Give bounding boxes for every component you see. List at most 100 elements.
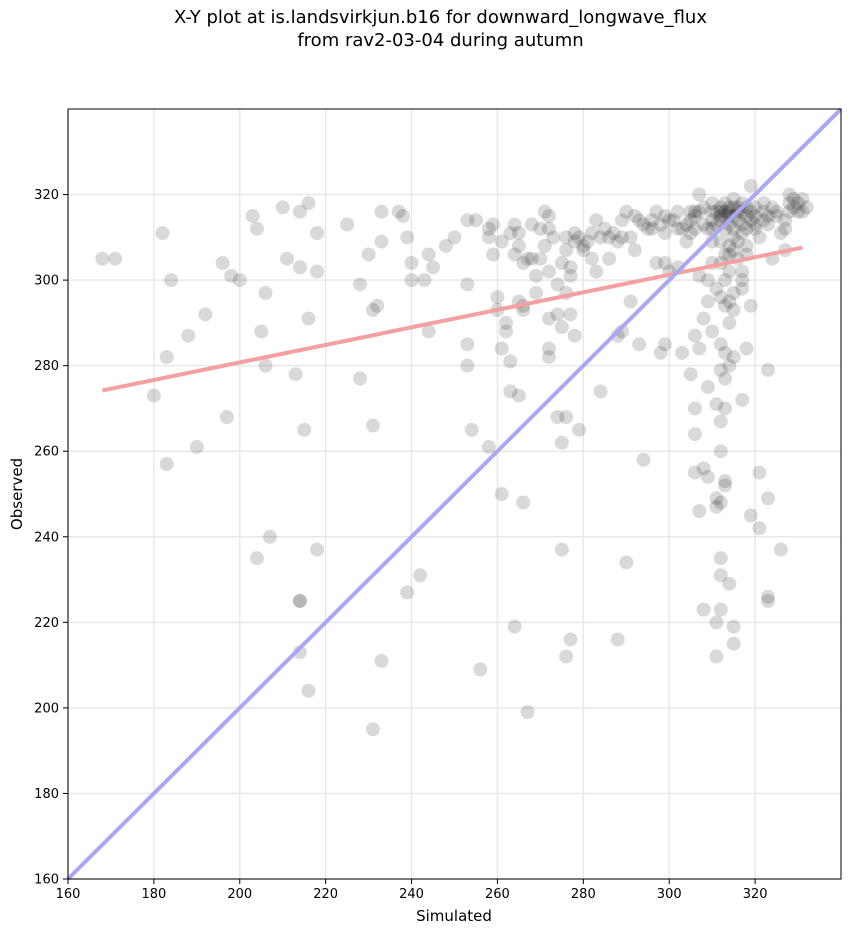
data-point <box>705 196 720 211</box>
x-tick-label: 200 <box>227 887 252 902</box>
data-point <box>692 204 707 219</box>
data-point <box>559 649 574 664</box>
data-point <box>529 285 544 300</box>
data-point <box>696 602 711 617</box>
data-point <box>507 247 522 262</box>
data-point <box>554 435 569 450</box>
data-point <box>657 256 672 270</box>
data-point <box>713 290 728 305</box>
data-point <box>95 251 110 266</box>
data-point <box>249 551 264 566</box>
data-point <box>198 307 213 322</box>
data-point <box>374 653 389 668</box>
data-point <box>421 247 436 262</box>
data-point <box>576 238 591 253</box>
data-point <box>262 529 277 544</box>
data-point <box>460 337 475 352</box>
data-point <box>718 247 733 262</box>
data-point <box>460 358 475 373</box>
data-point <box>791 196 806 211</box>
data-point <box>632 337 647 352</box>
data-point <box>460 213 475 228</box>
data-point <box>782 204 797 219</box>
data-point <box>778 221 793 236</box>
y-tick-label: 180 <box>34 787 59 802</box>
data-point <box>726 243 741 258</box>
data-point <box>645 213 660 228</box>
data-point <box>627 243 642 258</box>
data-point <box>473 662 488 677</box>
data-point <box>653 345 668 360</box>
data-point <box>795 191 810 206</box>
data-point <box>550 410 565 424</box>
data-point <box>215 256 230 270</box>
data-point <box>627 208 642 223</box>
data-point <box>696 311 711 326</box>
data-point <box>417 273 432 288</box>
data-point <box>726 636 741 651</box>
data-point <box>258 285 273 300</box>
data-point <box>292 593 307 608</box>
data-point <box>696 200 711 215</box>
regression-line <box>101 245 803 393</box>
data-point <box>735 392 750 407</box>
data-point <box>602 251 617 266</box>
data-point <box>713 208 728 223</box>
data-point <box>692 504 707 519</box>
data-point <box>550 277 565 292</box>
data-point <box>292 204 307 219</box>
data-point <box>748 217 763 232</box>
reference-lines <box>66 107 843 881</box>
data-point <box>722 294 737 309</box>
data-point <box>632 213 647 228</box>
data-point <box>683 226 698 241</box>
data-point <box>533 251 548 266</box>
x-axis-label: Simulated <box>416 907 492 925</box>
data-point <box>679 234 694 249</box>
data-point <box>554 542 569 557</box>
data-point <box>713 337 728 352</box>
data-point <box>709 615 724 630</box>
data-point <box>718 345 733 360</box>
data-point <box>773 226 788 241</box>
y-tick-label: 320 <box>34 188 59 203</box>
data-point <box>718 204 733 219</box>
data-point <box>756 204 771 219</box>
data-point <box>709 281 724 296</box>
data-point <box>597 221 612 236</box>
data-point <box>735 226 750 241</box>
x-tick-label: 220 <box>313 887 338 902</box>
x-tick-label: 320 <box>743 887 768 902</box>
x-tick-label: 240 <box>399 887 424 902</box>
data-point <box>756 196 771 211</box>
data-point <box>524 251 539 266</box>
data-point <box>799 200 814 215</box>
data-point <box>340 217 355 232</box>
y-tick-label: 280 <box>34 359 59 374</box>
data-point <box>683 367 698 382</box>
data-point <box>726 221 741 236</box>
data-point <box>507 619 522 634</box>
chart-title-line1: X-Y plot at is.landsvirkjun.b16 for down… <box>174 7 707 28</box>
data-point <box>730 234 745 249</box>
data-point <box>709 649 724 664</box>
data-point <box>675 221 690 236</box>
data-point <box>559 410 574 424</box>
data-point <box>365 722 380 737</box>
data-point <box>739 208 754 223</box>
data-point <box>589 264 604 279</box>
data-point <box>619 204 634 219</box>
data-point <box>687 328 702 343</box>
data-point <box>606 226 621 241</box>
data-point <box>687 401 702 416</box>
data-point <box>623 230 638 245</box>
data-point <box>584 226 599 241</box>
data-point <box>791 204 806 219</box>
data-point <box>610 632 625 647</box>
data-point <box>726 191 741 206</box>
data-point <box>563 307 578 322</box>
data-point <box>541 221 556 236</box>
data-point <box>765 200 780 215</box>
data-point <box>713 495 728 510</box>
data-point <box>614 230 629 245</box>
